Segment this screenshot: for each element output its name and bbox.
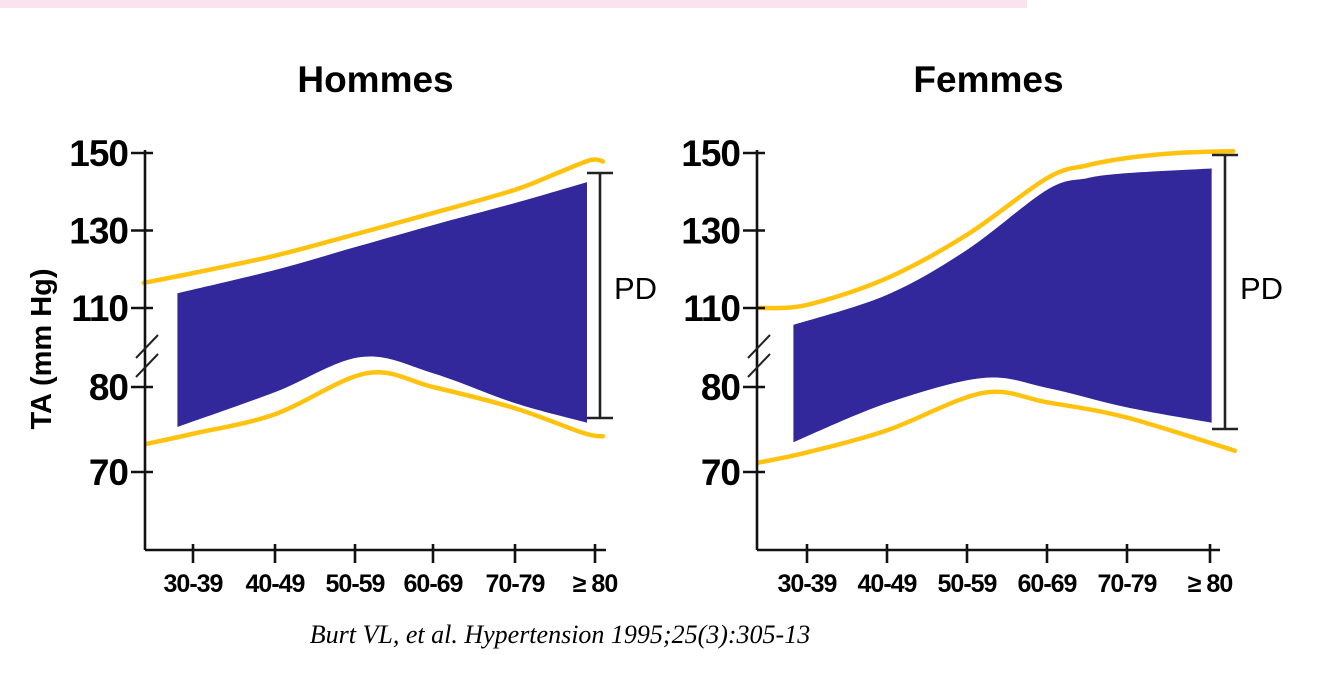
y-tick-label-70: 70 [89,452,129,493]
x-tick-label-3: 60-69 [404,570,463,598]
x-tick-label-2: 50-59 [326,570,385,598]
chart-femmes: 150 130 110 80 70 30-39 40-49 50-59 60-69 70-79 ≥ … [681,133,1238,598]
x-tick-label-2: 50-59 [938,570,997,598]
axis-break-mark [135,334,159,359]
y-tick-label-80: 80 [89,367,129,408]
y-tick-label-150: 150 [69,133,128,174]
chart-title-femmes: Femmes [913,59,1064,100]
source-citation: Burt VL, et al. Hypertension 1995;25(3):… [309,620,811,649]
y-tick-label-80: 80 [701,367,741,408]
pd-annotation-femmes: PD [1240,271,1284,306]
pressure-band-area [177,182,588,427]
y-tick-label-110: 110 [71,288,128,329]
x-tick-label-1: 40-49 [246,570,305,598]
axis-break-mark [747,353,771,378]
x-tick-label-4: 70-79 [1098,570,1157,598]
chart-title-hommes: Hommes [297,59,454,100]
x-tick-label-1: 40-49 [858,570,917,598]
x-tick-label-4: 70-79 [486,570,545,598]
x-tick-label-5: ≥ 80 [1188,570,1233,598]
pressure-band-area [793,168,1212,443]
y-tick-label-110: 110 [683,288,740,329]
x-tick-label-3: 60-69 [1018,570,1077,598]
outer-line-upper-curve [141,157,606,286]
pink-top-strip [0,0,1027,8]
x-tick-label-0: 30-39 [778,570,837,598]
y-axis-title: TA (mm Hg) [26,268,58,430]
outer-line-upper-curve [755,148,1236,311]
pd-annotation-hommes: PD [614,271,658,306]
chart-hommes: 150 130 110 80 70 30-39 40-49 50-59 60-69 70-79 ≥ … [69,133,618,598]
x-tick-label-5: ≥ 80 [573,570,618,598]
axis-break-mark [747,334,771,359]
x-tick-label-0: 30-39 [164,570,223,598]
y-tick-label-130: 130 [69,211,128,252]
y-tick-label-70: 70 [701,452,741,493]
outer-line-lower-curve [755,389,1238,465]
outer-line-lower-curve [144,370,606,447]
y-tick-label-130: 130 [681,211,740,252]
y-tick-label-150: 150 [681,133,740,174]
axis-break-mark [135,353,159,378]
